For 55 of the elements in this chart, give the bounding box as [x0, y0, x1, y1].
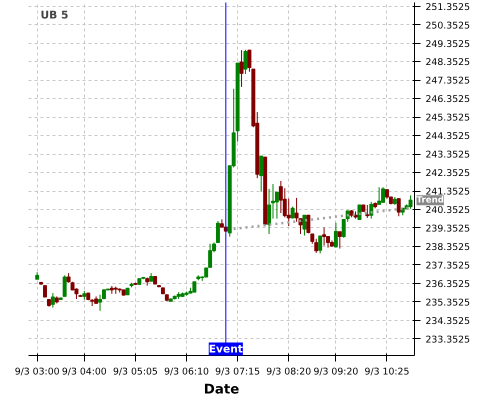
text: UB 5 [40, 8, 68, 22]
candlestick [381, 186, 386, 203]
candlestick [294, 197, 299, 222]
x-tick-label: 9/3 08:20 [266, 366, 312, 378]
x-axis-title: Date [204, 382, 240, 398]
y-tick-label: 244.3525 [426, 131, 470, 142]
x-tick-label: 9/3 05:05 [112, 366, 158, 378]
y-tick-label: 247.3525 [426, 76, 470, 87]
x-tick-label: 9/3 09:20 [313, 366, 358, 378]
y-tick-label: 250.3525 [426, 20, 470, 32]
x-tick-label: Event [208, 342, 243, 356]
candlestick [43, 285, 47, 298]
y-tick-label: 239.3525 [426, 223, 470, 234]
candlestick [318, 235, 322, 254]
x-tick-label: 9/3 04:00 [62, 366, 107, 378]
y-tick-label: 243.3525 [426, 150, 470, 161]
y-tick-label: 235.3525 [426, 297, 470, 308]
candlestick [338, 230, 342, 250]
candlestick [357, 204, 362, 220]
candlestick [267, 188, 272, 234]
candlestick [302, 214, 306, 236]
candlestick [244, 49, 248, 74]
candlestick [408, 194, 413, 210]
y-tick-label: 238.3525 [426, 242, 470, 253]
y-tick-label: 233.3525 [426, 334, 470, 346]
y-tick-label: 234.3525 [426, 316, 470, 327]
y-tick-label: 246.3525 [426, 94, 470, 106]
x-tick-label: 9/3 10:25 [364, 366, 410, 378]
candlestick [290, 206, 295, 220]
x-tick-label: 9/3 06:10 [164, 366, 210, 378]
y-tick-label: 251.3525 [426, 2, 470, 13]
x-tick-label: 9/3 03:00 [14, 366, 60, 378]
candlestick [192, 281, 196, 293]
y-tick-label: 245.3525 [426, 112, 470, 124]
series-label: Trend [416, 195, 444, 206]
y-tick-label: 249.3525 [426, 38, 470, 50]
y-tick-label: 242.3525 [426, 168, 470, 180]
y-tick-label: 240.3525 [426, 205, 470, 216]
candlestick [259, 156, 264, 192]
candlestick [365, 204, 370, 218]
candlestick [377, 186, 382, 205]
candlestick [396, 198, 401, 217]
candlestick [50, 292, 55, 308]
candlestick [342, 219, 346, 238]
candlestick [334, 222, 338, 248]
candlestick [216, 220, 220, 243]
candlestick [306, 214, 310, 234]
x-tick-label: 9/3 07:15 [215, 366, 260, 378]
y-tick-label: 248.3525 [426, 57, 470, 68]
candlestick [278, 180, 283, 214]
y-tick-label: 237.3525 [426, 260, 470, 272]
y-tick-label: 236.3525 [426, 278, 470, 290]
candlestick [62, 274, 67, 297]
candlestick [240, 50, 244, 88]
candlestick [322, 226, 326, 246]
